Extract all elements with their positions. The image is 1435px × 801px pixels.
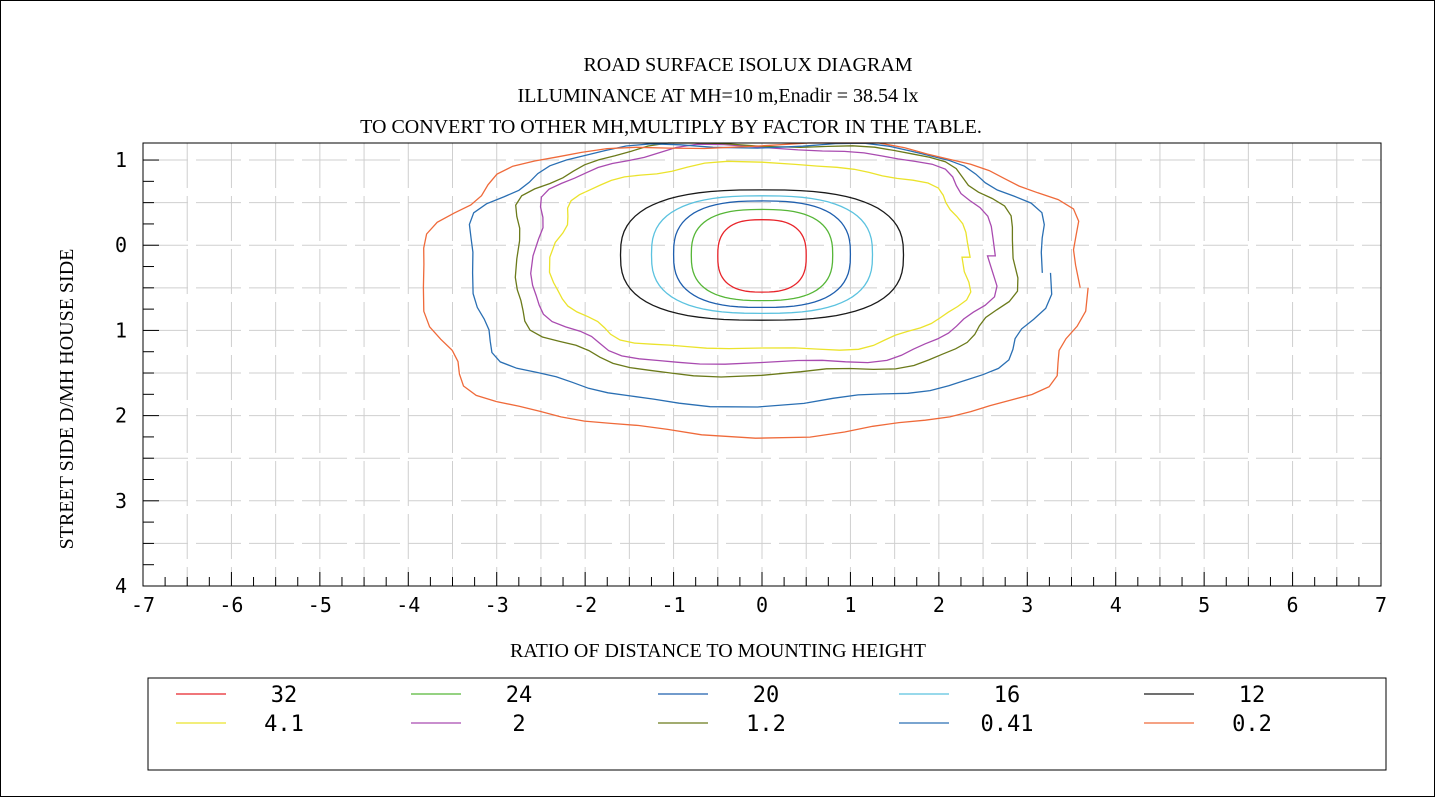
contour-12 xyxy=(619,189,905,321)
x-tick-label: 6 xyxy=(1287,593,1299,617)
x-tick-label: -2 xyxy=(573,593,597,617)
contour-24 xyxy=(690,208,834,302)
contour-2 xyxy=(530,143,998,365)
y-tick-label: 0 xyxy=(115,233,127,257)
legend: 32 24 20 16 12 4.1 2 1.2 0.41 0.2 xyxy=(176,683,1272,737)
x-tick-label: -1 xyxy=(662,593,686,617)
chart-title: ROAD SURFACE ISOLUX DIAGRAM xyxy=(583,54,912,76)
x-tick-label: -5 xyxy=(308,593,332,617)
x-tick-label: -7 xyxy=(131,593,155,617)
contour-20 xyxy=(672,200,852,309)
axes: -7 -6 -5 -4 -3 -2 -1 0 1 2 3 4 5 6 7 1 0 1 2 3 4 xyxy=(115,142,1387,617)
x-tick-label: 4 xyxy=(1110,593,1122,617)
legend-label-20: 20 xyxy=(753,683,780,708)
contour-4_1 xyxy=(548,160,972,351)
legend-box xyxy=(147,677,1387,771)
legend-label-2: 2 xyxy=(512,712,525,737)
contour-0_2 xyxy=(422,142,1089,439)
legend-label-24: 24 xyxy=(506,683,533,708)
contour-32 xyxy=(717,219,807,293)
y-tick-label: 1 xyxy=(115,318,127,342)
legend-label-12: 12 xyxy=(1239,683,1266,708)
x-tick-label: 0 xyxy=(756,593,768,617)
x-tick-label: 2 xyxy=(933,593,945,617)
x-axis-label: RATIO OF DISTANCE TO MOUNTING HEIGHT xyxy=(510,640,926,662)
y-tick-label: 4 xyxy=(115,574,127,598)
contour-1_2 xyxy=(514,142,1019,378)
x-tick-label: 1 xyxy=(844,593,856,617)
legend-label-4_1: 4.1 xyxy=(264,712,304,737)
contours xyxy=(422,142,1089,439)
legend-label-0_2: 0.2 xyxy=(1232,712,1272,737)
legend-label-16: 16 xyxy=(994,683,1021,708)
legend-label-1_2: 1.2 xyxy=(746,712,786,737)
x-tick-label: -6 xyxy=(219,593,243,617)
chart-subtitle-line-2: TO CONVERT TO OTHER MH,MULTIPLY BY FACTO… xyxy=(360,116,982,138)
y-tick-label: 1 xyxy=(115,148,127,172)
x-tick-label: -4 xyxy=(396,593,420,617)
y-tick-label: 3 xyxy=(115,489,127,513)
x-tick-label: -3 xyxy=(485,593,509,617)
x-tick-label: 3 xyxy=(1021,593,1033,617)
y-axis-label: STREET SIDE D/MH HOUSE SIDE xyxy=(56,249,78,550)
x-tick-label: 5 xyxy=(1198,593,1210,617)
y-tick-label: 2 xyxy=(115,404,127,428)
grid xyxy=(143,143,1381,586)
contour-0_41 xyxy=(468,142,1053,408)
chart-subtitle-line-1: ILLUMINANCE AT MH=10 m,Enadir = 38.54 lx xyxy=(517,85,918,107)
legend-label-0_41: 0.41 xyxy=(981,712,1034,737)
legend-label-32: 32 xyxy=(271,683,298,708)
x-tick-label: 7 xyxy=(1375,593,1387,617)
contour-16 xyxy=(650,195,874,315)
